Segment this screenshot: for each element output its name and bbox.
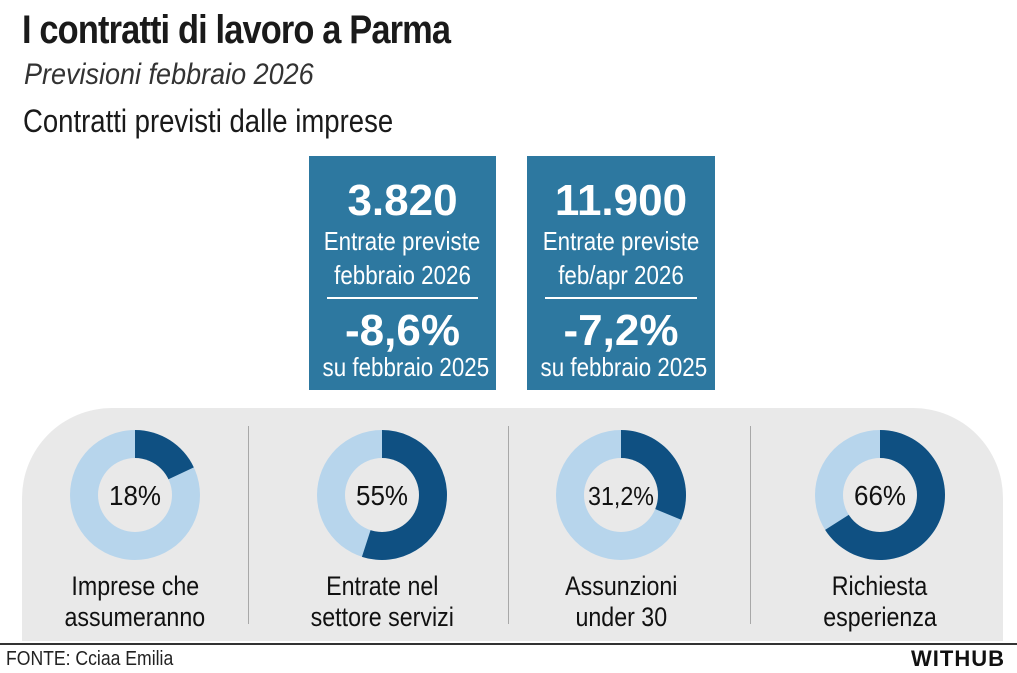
panel-divider [750, 426, 751, 624]
donut-chart-under30: 31,2% [556, 430, 687, 560]
stat-line2: feb/apr 2026 [558, 260, 684, 290]
donut-hole [584, 458, 658, 532]
donut-chart-imprese: 18% [70, 430, 200, 560]
stat-value: 3.820 [347, 176, 458, 225]
panel-divider [248, 426, 249, 624]
section-heading: Contratti previsti dalle imprese [23, 103, 394, 139]
donut-caption: Assunzioni under 30 [564, 571, 678, 632]
stat-line2: febbraio 2026 [334, 260, 471, 290]
donut-value-label: 66% [854, 480, 906, 511]
donut-value-label: 55% [356, 480, 408, 511]
footer-rule [0, 643, 1017, 645]
stat-line1: Entrate previste [324, 226, 481, 256]
donut-hole [98, 458, 172, 532]
source-note: FONTE: Cciaa Emilia [6, 648, 174, 670]
donut-value-label: 31,2% [588, 481, 654, 511]
panel-divider [508, 426, 509, 624]
donut-chart-esperienza: 66% [815, 430, 946, 560]
page-title: I contratti di lavoro a Parma [22, 8, 451, 52]
stat-compare: su febbraio 2025 [540, 352, 708, 382]
page-subtitle: Previsioni febbraio 2026 [24, 58, 314, 91]
donut-hole [843, 458, 917, 532]
stat-change: -7,2% [563, 306, 679, 355]
donut-caption: Imprese che assumeranno [64, 571, 206, 632]
stat-divider [327, 297, 478, 299]
stat-box-feb-apr: 11.900 Entrate previste feb/apr 2026 -7,… [527, 156, 715, 390]
stat-compare: su febbraio 2025 [322, 352, 490, 382]
stat-value: 11.900 [554, 176, 688, 225]
stat-box-feb: 3.820 Entrate previste febbraio 2026 -8,… [309, 156, 496, 390]
stat-divider [545, 297, 697, 299]
donut-hole [345, 458, 419, 532]
donut-value-label: 18% [109, 480, 161, 511]
stat-line1: Entrate previste [542, 226, 700, 256]
brand-logo: WITHUB [911, 646, 1005, 671]
donut-caption: Richiesta esperienza [823, 571, 937, 632]
stat-change: -8,6% [345, 306, 460, 355]
donut-chart-servizi: 55% [317, 430, 447, 560]
donut-caption: Entrate nel settore servizi [310, 571, 454, 632]
